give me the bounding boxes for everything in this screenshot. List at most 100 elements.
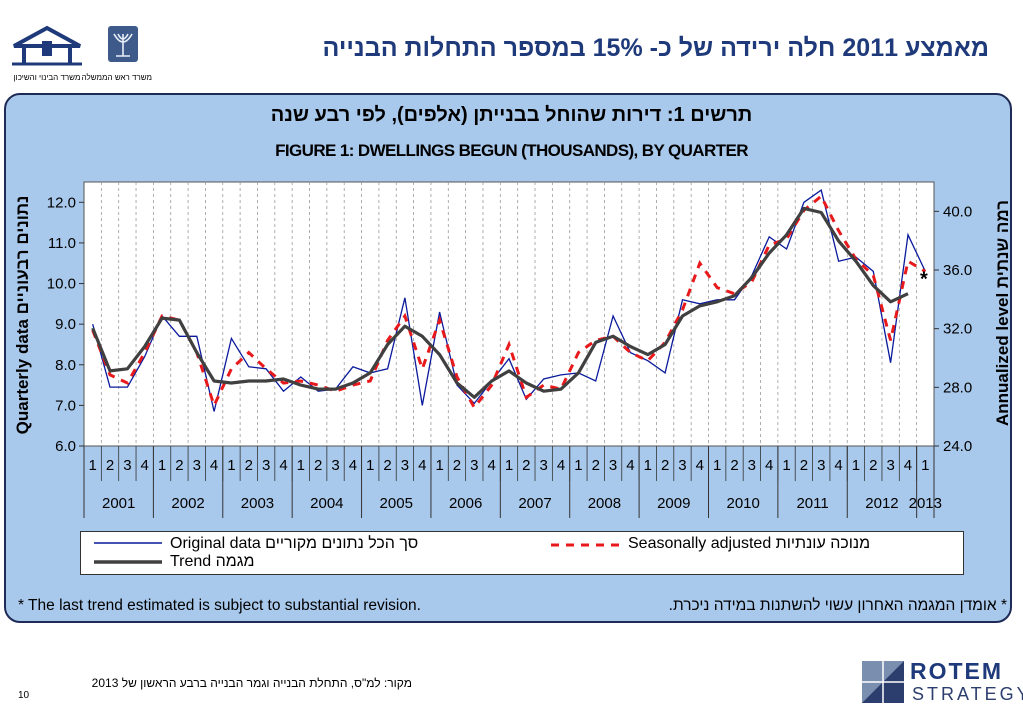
- chart-legend: Original data סך הכל נתונים מקוריים Tren…: [80, 531, 964, 575]
- year-label: 2003: [241, 495, 274, 512]
- year-label: 2009: [657, 495, 690, 512]
- year-label: 2008: [588, 495, 621, 512]
- quarter-tick-label: 2: [175, 457, 183, 474]
- year-label: 2010: [726, 495, 759, 512]
- quarter-tick-label: 3: [123, 457, 131, 474]
- quarter-tick-label: 3: [331, 457, 339, 474]
- series-line-solid-dark-thick: [91, 206, 909, 399]
- quarter-tick-label: 3: [817, 457, 825, 474]
- legend-label-trend: Trend מגמה: [170, 553, 255, 570]
- quarter-tick-label: 4: [696, 457, 704, 474]
- left-axis-tick-label: 10.0: [47, 276, 76, 293]
- left-axis-tick-label: 7.0: [55, 397, 76, 414]
- legend-swatch-seasonal: [551, 543, 625, 547]
- right-axis-tick-label: 24.0: [943, 438, 972, 455]
- quarter-tick-label: 1: [505, 457, 513, 474]
- series-line-dashed-red: [91, 193, 927, 411]
- quarter-tick-label: 1: [366, 457, 374, 474]
- quarter-tick-label: 1: [644, 457, 652, 474]
- year-label: 2001: [102, 495, 135, 512]
- right-axis-tick-label: 40.0: [943, 203, 972, 220]
- chart-title-english: FIGURE 1: DWELLINGS BEGUN (THOUSANDS), B…: [275, 141, 748, 160]
- plot-area: [83, 181, 935, 447]
- rotem-logo-icon: [862, 661, 904, 703]
- pmo-caption: משרד ראש הממשלה: [81, 73, 152, 82]
- quarter-tick-label: 1: [89, 457, 97, 474]
- rotem-logo-name: ROTEM: [910, 658, 1004, 684]
- year-label: 2013: [909, 495, 942, 512]
- quarter-tick-label: 1: [782, 457, 790, 474]
- quarter-tick-label: 3: [470, 457, 478, 474]
- quarter-tick-label: 1: [852, 457, 860, 474]
- year-label: 2005: [380, 495, 413, 512]
- quarter-tick-label: 2: [800, 457, 808, 474]
- series-lines: *: [91, 189, 928, 412]
- quarter-tick-label: 3: [262, 457, 270, 474]
- quarter-tick-label: 1: [435, 457, 443, 474]
- source-note: מקור: למ"ס, התחלת הבנייה וגמר הבנייה ברב…: [91, 676, 412, 690]
- quarter-tick-label: 3: [540, 457, 548, 474]
- plot-background: [83, 181, 935, 447]
- footnote-hebrew: * אומדן המגמה האחרון עשוי להשתנות במידה …: [668, 597, 1007, 614]
- quarter-tick-label: 4: [141, 457, 149, 474]
- left-axis-tick-label: 6.0: [55, 438, 76, 455]
- year-label: 2007: [518, 495, 551, 512]
- quarter-tick-label: 4: [279, 457, 287, 474]
- quarter-tick-label: 1: [158, 457, 166, 474]
- quarter-tick-label: 4: [765, 457, 773, 474]
- left-axis-tick-label: 8.0: [55, 357, 76, 374]
- legend-label-seasonal: Seasonally adjusted מנוכה עונתיות: [628, 535, 871, 552]
- year-label: 2012: [865, 495, 898, 512]
- quarter-tick-label: 3: [886, 457, 894, 474]
- page-number: 10: [18, 690, 30, 701]
- legend-swatch-trend: [94, 560, 162, 564]
- slide-title: מאמצע 2011 חלה ירידה של כ- 15% במספר התח…: [322, 34, 989, 62]
- quarter-tick-label: 2: [106, 457, 114, 474]
- quarter-tick-label: 4: [210, 457, 218, 474]
- quarter-tick-label: 4: [904, 457, 912, 474]
- quarter-tick-label: 2: [730, 457, 738, 474]
- ministry-of-housing-logo: משרד הבינוי והשיכון: [8, 24, 86, 82]
- house-logo-icon: [12, 25, 82, 66]
- quarter-tick-label: 4: [834, 457, 842, 474]
- pmo-logo: משרד ראש הממשלה: [81, 24, 152, 82]
- axes: 6.0 7.0 8.0 9.0 10.0 11.0 12.0 24.0 28.0 32.0 36.0…: [47, 194, 972, 518]
- right-axis-tick-label: 28.0: [943, 379, 972, 396]
- quarter-tick-label: 1: [297, 457, 305, 474]
- legend-label-original: Original data סך הכל נתונים מקוריים: [170, 535, 419, 552]
- year-label: 2004: [310, 495, 343, 512]
- legend-swatch-original: [94, 542, 162, 544]
- right-axis-tick-label: 36.0: [943, 262, 972, 279]
- quarter-tick-label: 4: [626, 457, 634, 474]
- quarter-tick-label: 1: [574, 457, 582, 474]
- quarter-tick-label: 3: [678, 457, 686, 474]
- ministry-caption: משרד הבינוי והשיכון: [13, 73, 81, 82]
- quarter-tick-label: 1: [921, 457, 929, 474]
- left-axis-tick-label: 12.0: [47, 194, 76, 211]
- footnote-english: * The last trend estimated is subject to…: [18, 597, 421, 614]
- quarter-tick-label: 4: [418, 457, 426, 474]
- quarter-tick-label: 3: [193, 457, 201, 474]
- quarter-tick-label: 2: [453, 457, 461, 474]
- left-axis-tick-label: 9.0: [55, 316, 76, 333]
- grid-lines: [100, 182, 918, 446]
- quarter-tick-label: 1: [713, 457, 721, 474]
- quarter-tick-label: 3: [609, 457, 617, 474]
- quarter-tick-label: 2: [245, 457, 253, 474]
- left-axis-tick-label: 11.0: [48, 235, 76, 252]
- revision-annotation: *: [920, 268, 928, 290]
- menorah-emblem-icon: [108, 26, 138, 62]
- quarter-tick-label: 2: [383, 457, 391, 474]
- quarter-tick-label: 4: [487, 457, 495, 474]
- rotem-logo-subtitle: STRATEGY: [912, 684, 1023, 704]
- quarter-tick-label: 2: [522, 457, 530, 474]
- quarter-tick-label: 4: [557, 457, 565, 474]
- quarter-tick-label: 2: [869, 457, 877, 474]
- quarter-tick-label: 3: [748, 457, 756, 474]
- right-axis-tick-label: 32.0: [943, 321, 972, 338]
- quarter-tick-label: 1: [227, 457, 235, 474]
- quarter-tick-label: 2: [314, 457, 322, 474]
- year-label: 2006: [449, 495, 482, 512]
- quarter-tick-label: 3: [401, 457, 409, 474]
